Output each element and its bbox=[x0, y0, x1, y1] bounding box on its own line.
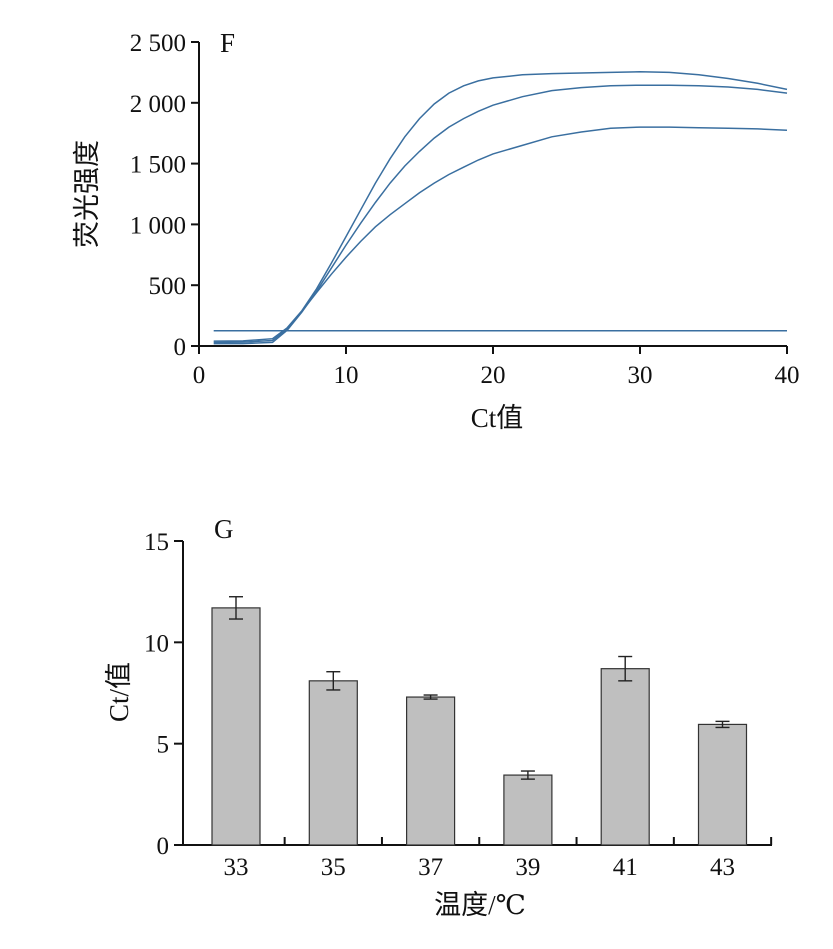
curves-f bbox=[213, 71, 788, 345]
amplification-curve bbox=[213, 71, 788, 342]
x-tick-label-f: 0 bbox=[193, 362, 206, 389]
x-tick-label-g: 39 bbox=[515, 854, 540, 881]
amplification-curve bbox=[213, 126, 788, 344]
y-tick-label-g: 0 bbox=[157, 833, 170, 860]
panel-label-f: F bbox=[220, 28, 235, 58]
x-axis-title-g: 温度/℃ bbox=[434, 890, 526, 920]
x-tick-label-g: 33 bbox=[224, 854, 249, 881]
y-tick-label-f: 2 000 bbox=[130, 91, 186, 118]
x-tick-label-g: 35 bbox=[321, 854, 346, 881]
y-tick-label-g: 5 bbox=[157, 732, 170, 759]
x-tick-label-f: 20 bbox=[481, 362, 506, 389]
y-tick-label-f: 1 500 bbox=[130, 152, 186, 179]
y-ticks-f: 0 500 1 000 1 500 2 000 2 500 bbox=[130, 30, 199, 361]
y-tick-label-f: 2 500 bbox=[130, 30, 186, 57]
bar bbox=[503, 774, 553, 846]
y-tick-label-g: 15 bbox=[144, 529, 169, 556]
x-ticks-f: 0 10 20 30 40 bbox=[193, 346, 800, 389]
x-tick-label-f: 10 bbox=[334, 362, 359, 389]
y-tick-label-f: 500 bbox=[149, 273, 187, 300]
x-tick-label-g: 37 bbox=[418, 854, 443, 881]
x-tick-label-g: 41 bbox=[613, 854, 638, 881]
y-tick-label-f: 1 000 bbox=[130, 212, 186, 239]
chart-g: G 0 5 10 15 33 35 37 39 41 43 温度/℃ Ct/值 bbox=[104, 514, 773, 920]
x-tick-label-f: 40 bbox=[775, 362, 800, 389]
y-tick-label-f: 0 bbox=[174, 334, 187, 361]
x-tick-label-f: 30 bbox=[628, 362, 653, 389]
bar bbox=[308, 680, 358, 846]
chart-f: F 0 500 1 000 1 500 2 000 2 500 0 10 20 30 40 Ct值… bbox=[72, 28, 800, 433]
x-axis-title-f: Ct值 bbox=[471, 403, 524, 433]
x-tick-label-g: 43 bbox=[710, 854, 735, 881]
amplification-curve bbox=[213, 84, 788, 345]
bar bbox=[697, 723, 748, 846]
bars-g bbox=[211, 596, 748, 846]
x-ticks-g: 33 35 37 39 41 43 bbox=[224, 837, 773, 881]
bar bbox=[406, 696, 456, 846]
bar bbox=[600, 668, 650, 846]
bar bbox=[211, 607, 261, 846]
y-axis-title-f: 荧光强度 bbox=[72, 140, 102, 248]
y-tick-label-g: 10 bbox=[144, 630, 169, 657]
panel-label-g: G bbox=[214, 514, 234, 544]
y-ticks-g: 0 5 10 15 bbox=[144, 529, 183, 860]
y-axis-title-g: Ct/值 bbox=[104, 662, 134, 722]
